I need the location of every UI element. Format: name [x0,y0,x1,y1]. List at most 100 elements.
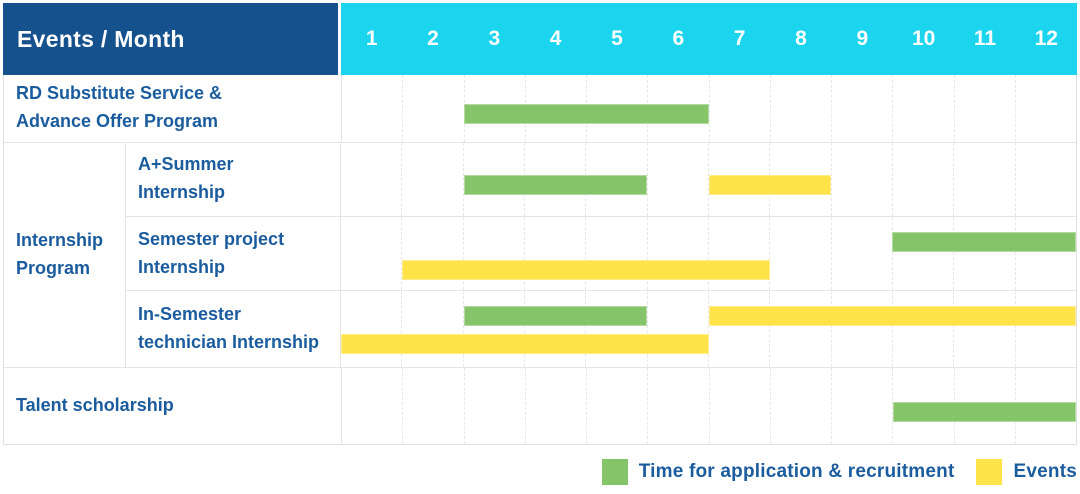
gantt-bar-recruitment [463,175,648,196]
grid-cell [1014,217,1076,290]
internship-subrows: A+Summer Internship Semester project Int… [126,142,1076,367]
grid-cell [402,367,463,444]
row-label-a-plus-summer-internship: A+Summer Internship [126,142,341,217]
grid-cell [463,367,525,444]
grid-cell [646,217,708,290]
grid-cell [831,75,892,142]
grid-cell [585,217,646,290]
row-label-talent-scholarship: Talent scholarship [4,367,342,444]
grid-cell [401,290,462,367]
grid-cell [341,291,401,367]
header-events-month-cell: Events / Month [3,3,338,75]
grid-cell [647,367,708,444]
month-label-6: 6 [672,27,685,50]
gantt-bar-recruitment [892,232,1076,253]
grid-cell [891,217,953,290]
month-label-2: 2 [427,27,439,50]
legend-label-recruitment: Time for application & recruitment [638,461,955,482]
row-talent-scholarship: Talent scholarship [4,367,1076,444]
grid-cell [953,290,1014,367]
month-grid-row-4 [342,367,1076,444]
grid-cell [1014,75,1076,142]
gantt-bar-events [708,305,1076,326]
row-a-plus-summer-internship: A+Summer Internship [126,142,1076,218]
month-label-11: 11 [973,27,997,50]
month-grid-row-0 [342,75,1076,142]
events-swatch-icon [976,459,1003,485]
month-grid-row-2 [341,217,1076,290]
row-semester-project-internship: Semester project Internship [126,217,1076,291]
grid-cell [401,217,462,290]
grid-cell [341,217,401,290]
legend-item-events: Events [976,459,1077,485]
grid-cell [891,142,953,217]
grid-cell [524,367,586,444]
grid-cell [892,75,953,142]
grid-cell [707,290,769,367]
grid-cell [341,143,401,217]
schedule-table-body: RD Substitute Service & Advance Offer Pr… [3,75,1077,445]
month-label-10: 10 [911,27,936,50]
grid-cell [830,217,892,290]
grid-cell [585,290,646,367]
gantt-bar-recruitment [463,305,648,326]
month-grid-row-1 [341,142,1076,217]
grid-cell [462,142,524,217]
legend-label-events: Events [1013,461,1077,482]
grid-cell [1014,142,1076,217]
row-label-rd-substitute: RD Substitute Service & Advance Offer Pr… [4,75,342,142]
grid-cell [769,75,831,142]
row-in-semester-technician-internship: In-Semester technician Internship [126,290,1076,367]
month-label-8: 8 [795,27,807,50]
row-label-semester-project-internship: Semester project Internship [126,217,341,290]
month-label-5: 5 [611,27,623,50]
grid-cell [523,290,585,367]
grid-cell [769,367,831,444]
header-title: Events / Month [17,25,185,52]
gantt-bar-events [402,260,770,281]
legend-item-recruitment: Time for application & recruitment [601,459,955,485]
grid-cell [401,142,462,217]
grid-cell [891,290,953,367]
row-group-internship-program: Internship Program A+Summer Internship S… [4,142,1076,368]
row-label-in-semester-technician-internship: In-Semester technician Internship [126,290,341,367]
grid-cell [462,290,524,367]
month-label-12: 12 [1034,27,1058,50]
grid-cell [953,75,1015,142]
grid-cell [708,367,770,444]
gantt-bar-events [341,333,709,354]
grid-cell [402,75,463,142]
grid-cell [707,142,769,217]
grid-cell [462,217,524,290]
month-label-4: 4 [549,27,562,50]
month-header: 1 2 3 4 5 6 7 8 9 10 11 12 [341,3,1077,75]
grid-cell [1014,290,1076,367]
grid-cell [953,142,1014,217]
grid-cell [342,75,402,142]
gantt-bar-recruitment [892,401,1076,422]
grid-cell [646,142,708,217]
recruitment-swatch-icon [601,459,628,485]
month-label-1: 1 [365,27,378,50]
gantt-bar-recruitment [464,104,709,125]
grid-cell [831,367,892,444]
grid-cell [463,75,525,142]
grid-cell [769,290,830,367]
month-label-7: 7 [733,27,746,50]
grid-cell [830,290,892,367]
grid-cell [586,367,647,444]
month-label-3: 3 [488,27,501,50]
gantt-bar-events [708,175,831,196]
grid-cell [707,217,769,290]
legend: Time for application & recruitment Event… [601,452,1077,492]
grid-cell [830,142,892,217]
month-label-9: 9 [856,27,869,50]
grid-cell [953,217,1014,290]
grid-cell [523,217,585,290]
grid-cell [646,290,708,367]
grid-cell [342,368,402,444]
grid-cell [769,217,830,290]
month-grid-row-3 [341,290,1076,367]
group-label-internship-program: Internship Program [4,142,126,367]
